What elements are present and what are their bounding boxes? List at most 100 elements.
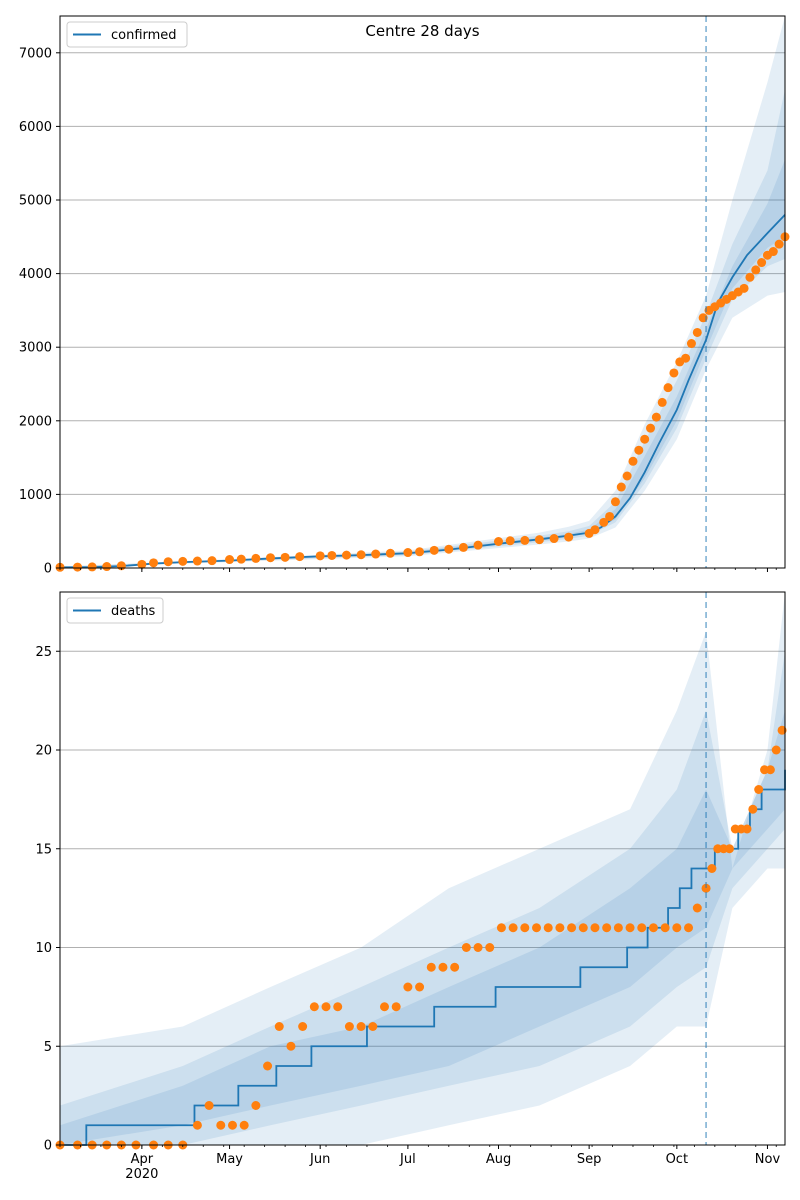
observed-point	[415, 982, 425, 992]
y-tick-label: 5	[44, 1040, 52, 1055]
observed-point	[681, 353, 691, 363]
observed-point	[163, 557, 173, 567]
axes-frame	[59, 591, 786, 1146]
observed-point	[438, 962, 448, 972]
y-tick-label: 3000	[19, 341, 52, 356]
observed-point	[344, 1022, 354, 1031]
observed-point	[149, 558, 159, 568]
observed-point	[692, 327, 702, 337]
x-tick-label: Apr	[131, 1152, 154, 1167]
observed-point	[651, 412, 661, 422]
observed-point	[403, 548, 413, 558]
observed-point	[368, 1022, 378, 1031]
observed-point	[192, 1120, 202, 1130]
observed-point	[426, 962, 436, 972]
y-tick-label: 25	[35, 645, 52, 660]
observed-point	[567, 923, 577, 933]
observed-point	[429, 545, 439, 555]
series-line-confirmed	[59, 214, 786, 569]
observed-point	[590, 923, 600, 933]
legend-box	[66, 597, 164, 624]
x-tick-sublabel: 2020	[125, 1167, 158, 1182]
observed-point	[236, 554, 246, 564]
observed-point	[748, 804, 758, 814]
observed-point	[327, 550, 337, 560]
observed-point	[450, 962, 460, 972]
observed-point	[321, 1002, 331, 1012]
observed-point	[494, 537, 504, 547]
legend-label: deaths	[111, 604, 156, 619]
observed-point	[227, 1120, 237, 1130]
uncertainty-band-1	[60, 592, 785, 1145]
observed-point	[549, 534, 559, 544]
observed-point	[669, 368, 679, 378]
x-tick-label: May	[216, 1152, 243, 1167]
observed-point	[520, 535, 530, 545]
observed-point	[742, 824, 752, 834]
observed-point	[724, 844, 734, 854]
y-tick-label: 2000	[19, 414, 52, 429]
observed-point	[508, 923, 518, 933]
y-tick-label: 6000	[19, 120, 52, 135]
observed-point	[286, 1041, 296, 1051]
observed-point	[309, 1002, 319, 1012]
y-tick-label: 0	[44, 1139, 52, 1154]
observed-point	[555, 923, 565, 933]
observed-point	[648, 923, 658, 933]
observed-point	[280, 552, 290, 562]
observed-point	[265, 553, 275, 563]
confirmed-panel: 0 1000 2000 3000 4000 5000 6000 7000 Centre 28 d…	[19, 15, 790, 577]
x-tick-label: Jul	[399, 1152, 416, 1167]
observed-point	[485, 943, 495, 952]
observed-point	[564, 532, 574, 542]
observed-point	[602, 923, 612, 933]
observed-point	[178, 556, 188, 566]
observed-point	[532, 923, 542, 933]
observed-point	[207, 556, 217, 566]
observed-point	[637, 923, 647, 933]
x-tick-label: Jun	[309, 1152, 330, 1167]
y-tick-label: 15	[35, 842, 52, 857]
observed-point	[613, 923, 623, 933]
observed-point	[757, 258, 767, 268]
observed-point	[663, 383, 673, 393]
y-tick-label: 1000	[19, 488, 52, 503]
observed-point	[686, 339, 696, 349]
observed-point	[216, 1120, 226, 1130]
observed-point	[371, 549, 381, 559]
observed-point	[707, 864, 717, 873]
observed-point	[274, 1022, 284, 1031]
observed-point	[102, 562, 112, 572]
observed-point	[263, 1061, 273, 1071]
observed-point	[251, 553, 261, 563]
x-tick-label: Nov	[755, 1152, 781, 1167]
observed-point	[444, 544, 454, 554]
observed-point	[543, 923, 553, 933]
observed-point	[496, 923, 506, 933]
observed-point	[745, 272, 755, 282]
observed-point	[768, 247, 778, 257]
observed-point	[751, 265, 761, 275]
observed-point	[239, 1120, 249, 1130]
observed-point	[415, 547, 425, 557]
observed-point	[657, 397, 667, 407]
observed-point	[640, 434, 650, 444]
observed-point	[622, 471, 632, 481]
observed-point	[379, 1002, 389, 1012]
observed-point	[356, 550, 366, 560]
uncertainty-band-2	[60, 651, 785, 1145]
observed-point	[461, 943, 471, 952]
observed-point	[616, 482, 626, 492]
x-tick-label: Oct	[666, 1152, 688, 1167]
legend-box	[66, 21, 188, 48]
observed-point	[578, 923, 588, 933]
observed-point	[605, 511, 615, 521]
observed-point	[739, 283, 749, 293]
observed-point	[599, 517, 609, 527]
observed-point	[754, 785, 764, 794]
observed-point	[765, 765, 775, 775]
y-tick-label: 0	[44, 562, 52, 577]
observed-point	[458, 542, 468, 552]
observed-point	[505, 536, 515, 546]
